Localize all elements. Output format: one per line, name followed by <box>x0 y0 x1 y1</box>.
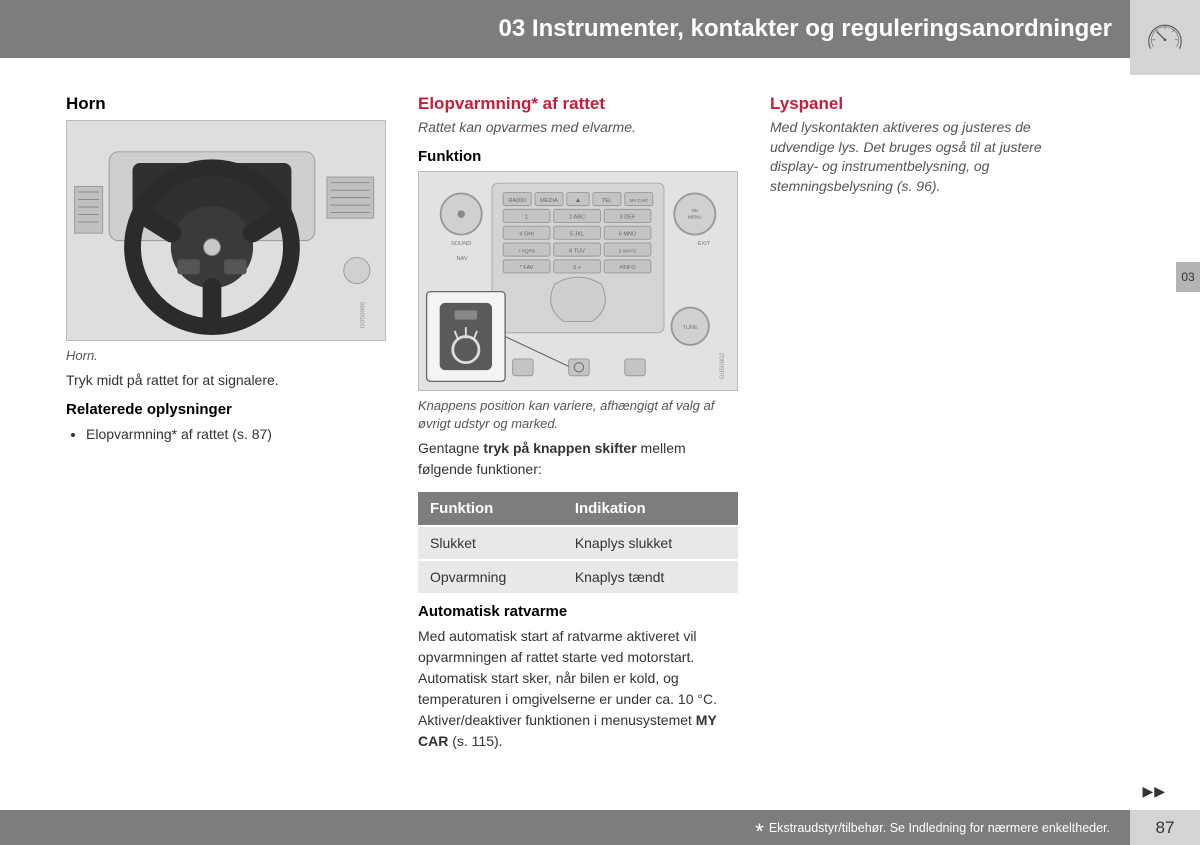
svg-text:6 MNO: 6 MNO <box>619 231 637 237</box>
caption-console: Knappens position kan variere, afhængigt… <box>418 397 738 432</box>
svg-text:8 TUV: 8 TUV <box>569 248 585 254</box>
svg-text:RADIO: RADIO <box>508 197 526 203</box>
page-header: 03 Instrumenter, kontakter og regulering… <box>0 0 1130 58</box>
column-heating: Elopvarmning* af rattet Rattet kan opvar… <box>418 94 738 752</box>
text-toggle: Gentagne tryk på knappen skifter mellem … <box>418 438 738 480</box>
heading-auto: Automatisk ratvarme <box>418 603 738 620</box>
svg-text:4 GHI: 4 GHI <box>519 231 534 237</box>
heading-light: Lyspanel <box>770 94 1090 114</box>
footer-note: * Ekstraudstyr/tilbehør. Se Indledning f… <box>0 810 1130 845</box>
heading-heating: Elopvarmning* af rattet <box>418 94 738 114</box>
corner-gauge <box>1130 0 1200 75</box>
table-row: Opvarmning Knaplys tændt <box>418 560 738 593</box>
function-table: Funktion Indikation Slukket Knaplys sluk… <box>418 492 738 593</box>
page-title: 03 Instrumenter, kontakter og regulering… <box>499 15 1112 43</box>
intro-light: Med lyskontakten aktiveres og justeres d… <box>770 118 1090 196</box>
svg-text:EXIT: EXIT <box>698 240 711 246</box>
chapter-tab: 03 <box>1176 262 1200 292</box>
svg-text:9 WXYZ: 9 WXYZ <box>619 248 636 253</box>
continue-icon: ▶▶ <box>1142 783 1166 800</box>
table-row: Slukket Knaplys slukket <box>418 526 738 560</box>
heading-function: Funktion <box>418 148 738 165</box>
svg-text:2 ABC: 2 ABC <box>569 214 585 220</box>
text-horn: Tryk midt på rattet for at signalere. <box>66 370 386 391</box>
svg-text:1: 1 <box>525 214 528 220</box>
svg-text:TEL: TEL <box>602 197 612 203</box>
page-footer: * Ekstraudstyr/tilbehør. Se Indledning f… <box>0 810 1200 845</box>
svg-text:TUNE: TUNE <box>683 325 698 331</box>
svg-text:3 DEF: 3 DEF <box>620 214 636 220</box>
caption-horn: Horn. <box>66 347 386 365</box>
svg-text:G050986: G050986 <box>359 301 366 328</box>
related-list: Elopvarmning* af rattet (s. 87) <box>66 424 386 445</box>
content-area: Horn G050986 Horn. <box>0 58 1156 752</box>
figure-console: RADIO MEDIA ▲ TEL MY CAR 1 2 ABC 3 DEF 4… <box>418 171 738 392</box>
svg-text:SOUND: SOUND <box>451 240 471 246</box>
heading-horn: Horn <box>66 94 386 114</box>
th-indication: Indikation <box>563 492 738 526</box>
svg-text:7 PQRS: 7 PQRS <box>518 248 535 253</box>
speedometer-icon <box>1147 20 1183 56</box>
svg-text:G050902: G050902 <box>719 352 726 379</box>
svg-text:#INFO: #INFO <box>619 265 636 271</box>
th-function: Funktion <box>418 492 563 526</box>
intro-heating: Rattet kan opvarmes med elvarme. <box>418 118 738 138</box>
svg-text:OK: OK <box>691 208 699 213</box>
svg-text:0 +: 0 + <box>573 265 581 271</box>
page-number: 87 <box>1130 810 1200 845</box>
svg-text:MENU: MENU <box>688 214 702 219</box>
asterisk-icon: * <box>755 819 764 845</box>
svg-text:* FAV: * FAV <box>520 265 534 271</box>
heading-related: Relaterede oplysninger <box>66 401 386 418</box>
svg-text:MY CAR: MY CAR <box>630 197 649 202</box>
related-item: Elopvarmning* af rattet (s. 87) <box>86 424 386 445</box>
svg-text:MEDIA: MEDIA <box>540 197 558 203</box>
column-light: Lyspanel Med lyskontakten aktiveres og j… <box>770 94 1090 752</box>
svg-text:▲: ▲ <box>575 196 581 203</box>
column-horn: Horn G050986 Horn. <box>66 94 386 752</box>
svg-text:NAV: NAV <box>457 255 468 261</box>
figure-steering-wheel: G050986 <box>66 120 386 341</box>
text-auto: Med automatisk start af ratvarme aktiver… <box>418 626 738 752</box>
svg-text:5 JKL: 5 JKL <box>570 231 584 237</box>
